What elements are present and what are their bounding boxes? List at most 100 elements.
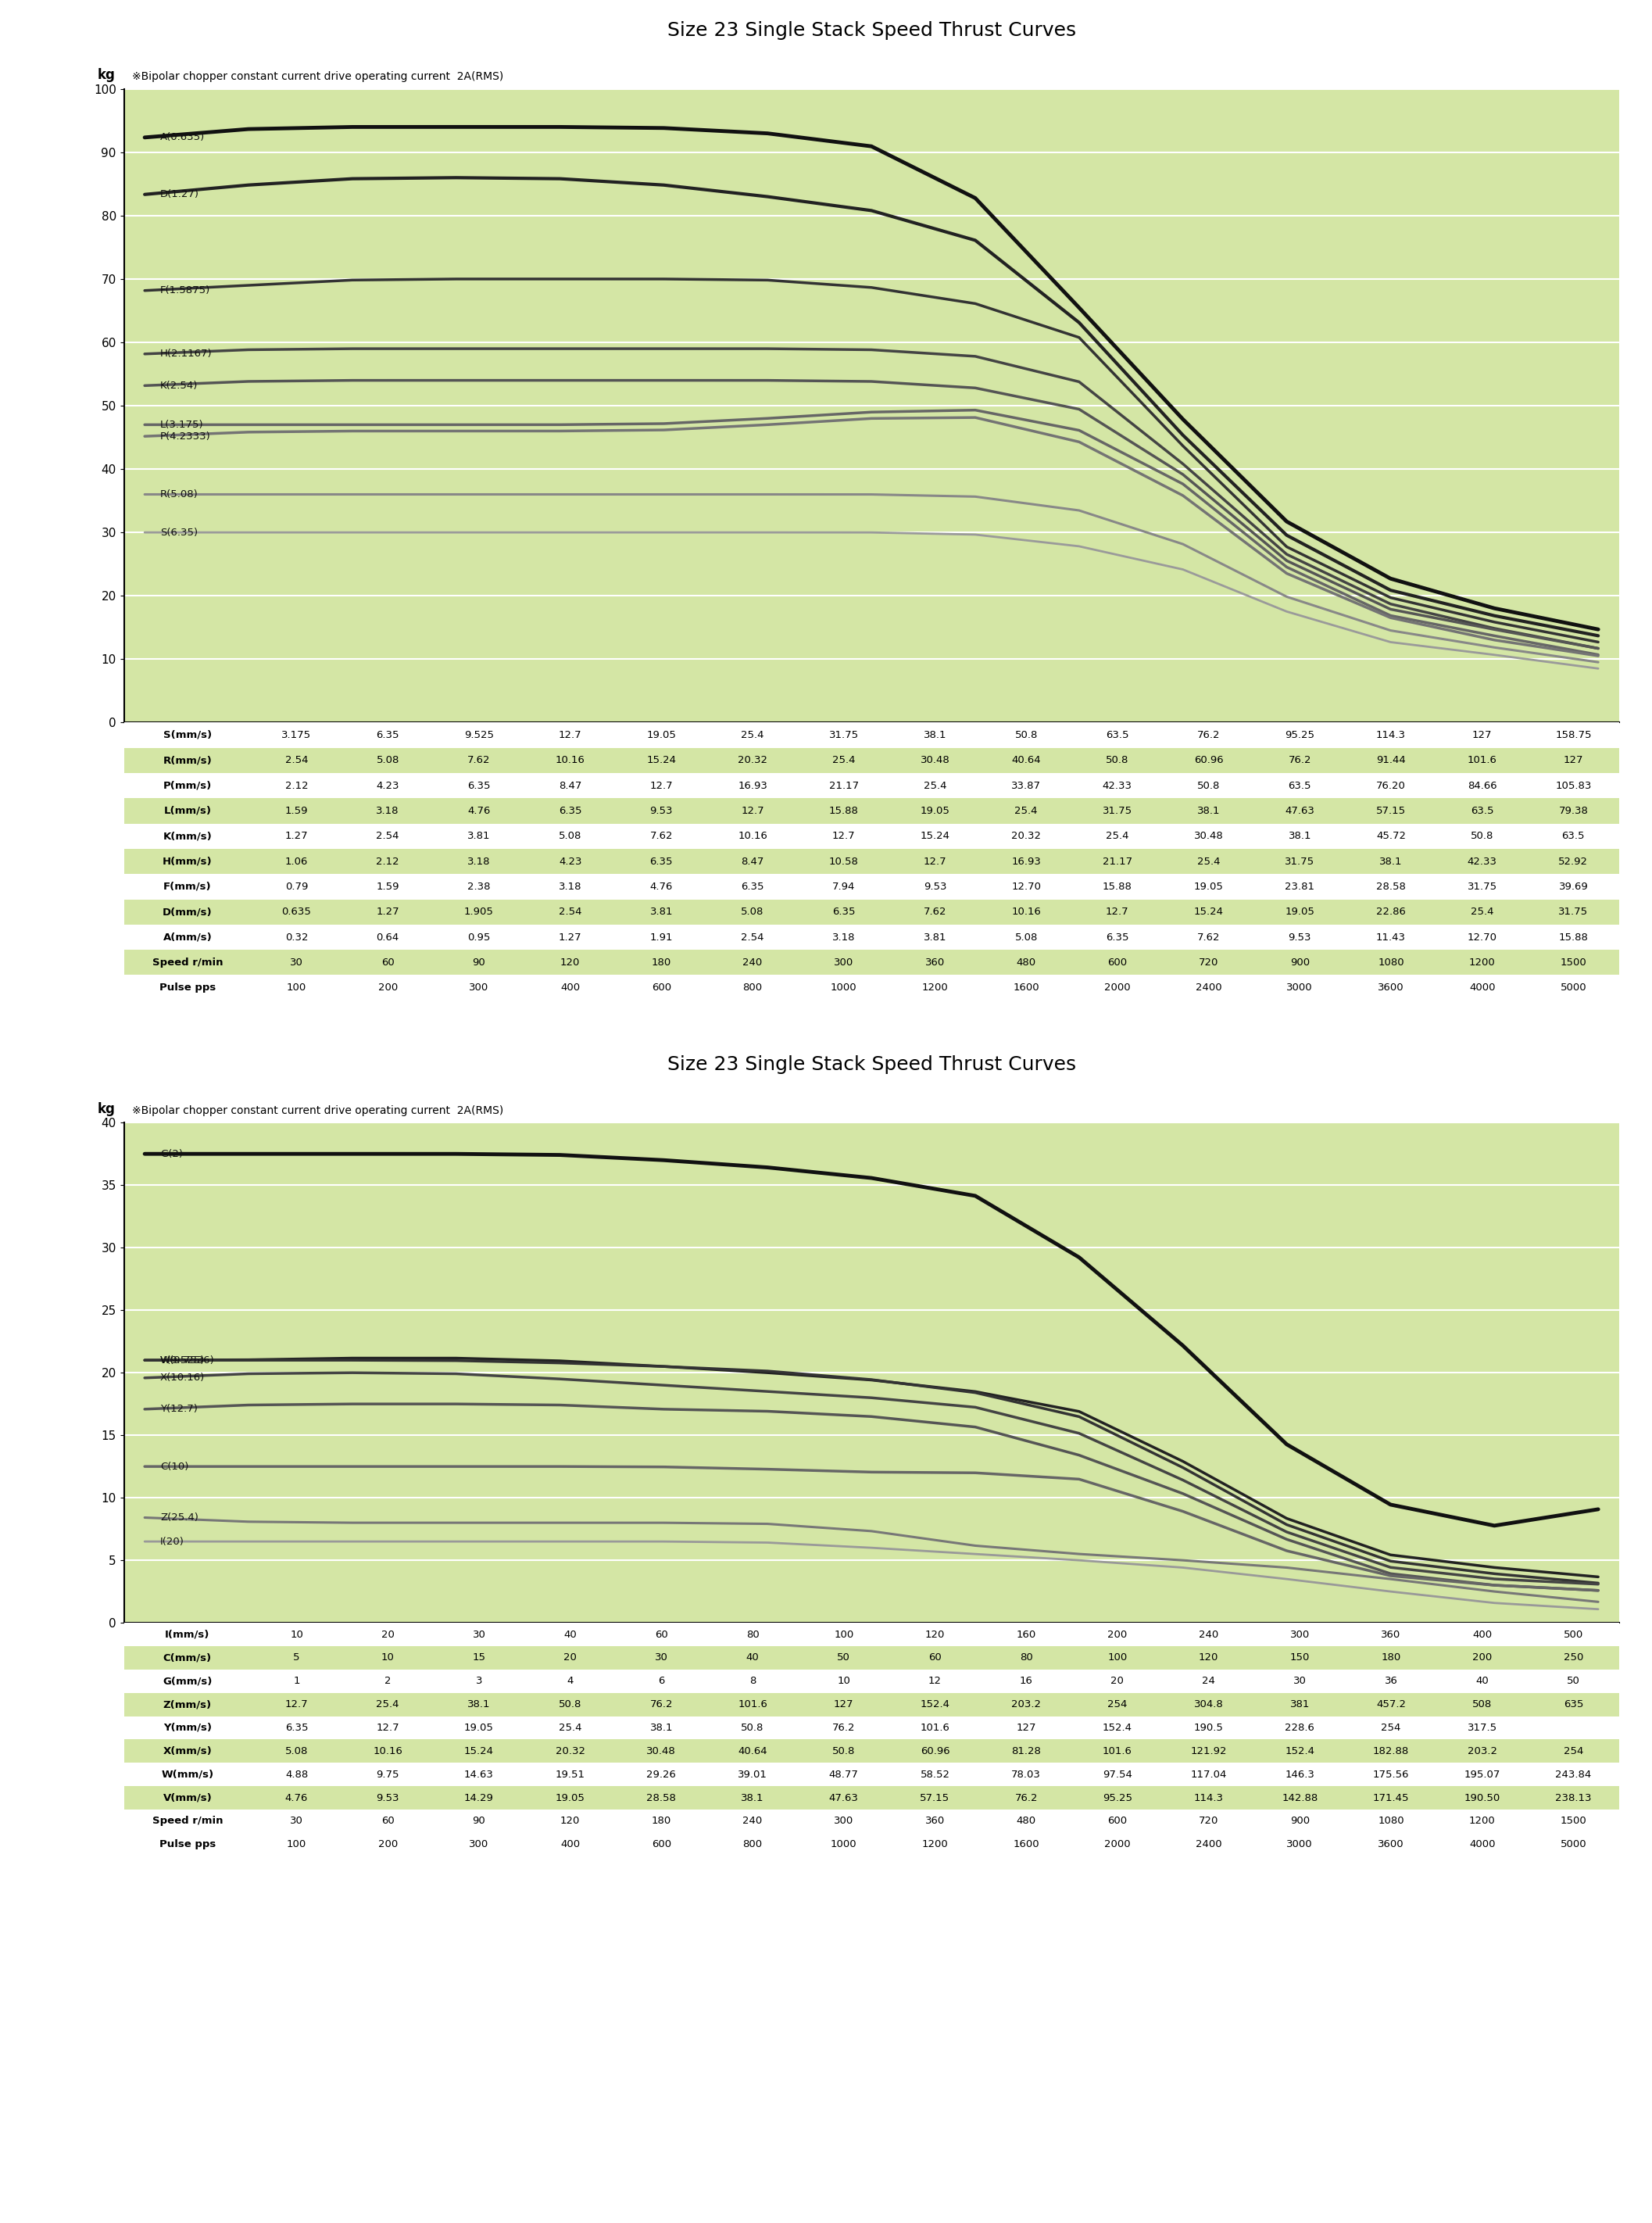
Text: 20.32: 20.32	[1011, 831, 1041, 840]
Text: 12.70: 12.70	[1467, 931, 1497, 943]
Text: W(9.7536): W(9.7536)	[160, 1356, 215, 1365]
Text: 500: 500	[1563, 1629, 1583, 1641]
Text: 10: 10	[291, 1629, 304, 1641]
Text: 304.8: 304.8	[1194, 1698, 1224, 1709]
Text: 40.64: 40.64	[738, 1745, 767, 1756]
Text: 6.35: 6.35	[833, 907, 856, 918]
Text: 101.6: 101.6	[1102, 1745, 1132, 1756]
Text: 7.62: 7.62	[468, 756, 491, 765]
Text: 76.20: 76.20	[1376, 780, 1406, 791]
Text: 60.96: 60.96	[1194, 756, 1222, 765]
Text: 300: 300	[834, 958, 854, 967]
Text: 10: 10	[382, 1652, 395, 1663]
Text: W(mm/s): W(mm/s)	[162, 1770, 213, 1781]
Bar	[124, 1810, 1619, 1832]
Text: 50.8: 50.8	[833, 1745, 856, 1756]
Text: 1.27: 1.27	[558, 931, 582, 943]
Text: H(mm/s): H(mm/s)	[162, 856, 213, 867]
Text: 38.1: 38.1	[1289, 831, 1312, 840]
Text: 3.18: 3.18	[377, 805, 400, 816]
Text: 900: 900	[1290, 1816, 1310, 1827]
Text: 21.17: 21.17	[1102, 856, 1132, 867]
Bar	[124, 1623, 1619, 1645]
Text: L(mm/s): L(mm/s)	[164, 805, 211, 816]
Text: 600: 600	[651, 1838, 671, 1850]
Text: 2.38: 2.38	[468, 883, 491, 891]
Text: 30: 30	[654, 1652, 667, 1663]
Text: C(mm/s): C(mm/s)	[164, 1652, 211, 1663]
Text: 4.76: 4.76	[468, 805, 491, 816]
Text: S(6.35): S(6.35)	[160, 527, 198, 538]
Text: 100: 100	[287, 1838, 306, 1850]
Text: 10.16: 10.16	[555, 756, 585, 765]
Text: 114.3: 114.3	[1194, 1792, 1224, 1803]
Text: 40: 40	[747, 1652, 760, 1663]
Bar	[124, 1645, 1619, 1669]
Text: 6.35: 6.35	[1105, 931, 1128, 943]
Text: 8.47: 8.47	[742, 856, 765, 867]
Text: 58.52: 58.52	[920, 1770, 950, 1781]
Text: 3.18: 3.18	[833, 931, 856, 943]
Text: 15.88: 15.88	[1558, 931, 1588, 943]
Text: 228.6: 228.6	[1285, 1723, 1315, 1734]
Text: 1.27: 1.27	[377, 907, 400, 918]
Text: Speed r/min: Speed r/min	[152, 1816, 223, 1827]
Text: 300: 300	[1290, 1629, 1310, 1641]
Text: 95.25: 95.25	[1102, 1792, 1132, 1803]
Text: 3.18: 3.18	[558, 883, 582, 891]
Text: 171.45: 171.45	[1373, 1792, 1409, 1803]
Text: 47.63: 47.63	[829, 1792, 859, 1803]
Text: K(2.54): K(2.54)	[160, 380, 198, 391]
Bar	[124, 798, 1619, 823]
Text: 24: 24	[1203, 1676, 1216, 1687]
Text: 160: 160	[1016, 1629, 1036, 1641]
Text: 50.8: 50.8	[1105, 756, 1128, 765]
Text: 508: 508	[1472, 1698, 1492, 1709]
Text: 2: 2	[385, 1676, 392, 1687]
Text: 152.4: 152.4	[1285, 1745, 1315, 1756]
Text: 4000: 4000	[1469, 1838, 1495, 1850]
Text: 7.94: 7.94	[833, 883, 856, 891]
Text: 1200: 1200	[1469, 958, 1495, 967]
Text: K(mm/s): K(mm/s)	[164, 831, 211, 840]
Text: 11.43: 11.43	[1376, 931, 1406, 943]
Text: 25.4: 25.4	[1014, 805, 1037, 816]
Text: 20: 20	[563, 1652, 577, 1663]
Text: kg: kg	[97, 1103, 116, 1116]
Text: 25.4: 25.4	[833, 756, 856, 765]
Text: 25.4: 25.4	[1198, 856, 1221, 867]
Text: 76.2: 76.2	[1198, 729, 1221, 740]
Text: Y(12.7): Y(12.7)	[160, 1405, 198, 1414]
Text: H(2.1167): H(2.1167)	[160, 349, 213, 358]
Text: 300: 300	[469, 983, 489, 994]
Text: 22.86: 22.86	[1376, 907, 1406, 918]
Bar	[124, 823, 1619, 849]
Text: 95.25: 95.25	[1285, 729, 1315, 740]
Text: 78.03: 78.03	[1011, 1770, 1041, 1781]
Text: 47.63: 47.63	[1285, 805, 1315, 816]
Text: 19.05: 19.05	[646, 729, 676, 740]
Text: 5.08: 5.08	[286, 1745, 307, 1756]
Bar	[124, 774, 1619, 798]
Text: 8.47: 8.47	[558, 780, 582, 791]
Text: 40: 40	[563, 1629, 577, 1641]
Text: 50: 50	[838, 1652, 851, 1663]
Text: 5000: 5000	[1559, 983, 1586, 994]
Text: 30: 30	[472, 1629, 486, 1641]
Text: 203.2: 203.2	[1011, 1698, 1041, 1709]
Text: 3: 3	[476, 1676, 482, 1687]
Text: Pulse pps: Pulse pps	[159, 983, 216, 994]
Text: ※Bipolar chopper constant current drive operating current  2A(RMS): ※Bipolar chopper constant current drive …	[132, 71, 504, 82]
Text: 0.32: 0.32	[286, 931, 309, 943]
Text: 182.88: 182.88	[1373, 1745, 1409, 1756]
Text: 7.62: 7.62	[1198, 931, 1221, 943]
Text: 180: 180	[1381, 1652, 1401, 1663]
Text: 142.88: 142.88	[1282, 1792, 1318, 1803]
Text: 76.2: 76.2	[833, 1723, 856, 1734]
Text: 250: 250	[1563, 1652, 1583, 1663]
Bar	[124, 1694, 1619, 1716]
Text: 15.24: 15.24	[920, 831, 950, 840]
Text: 31.75: 31.75	[1285, 856, 1315, 867]
Text: 63.5: 63.5	[1289, 780, 1312, 791]
Text: 1.59: 1.59	[286, 805, 309, 816]
